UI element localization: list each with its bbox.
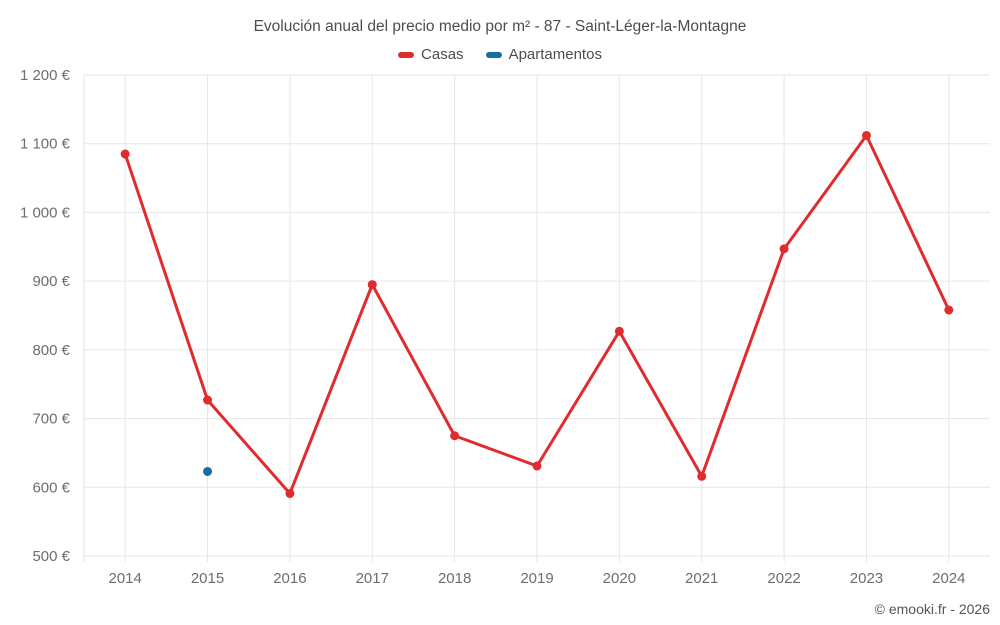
data-point-casas[interactable]: [367, 280, 377, 290]
data-point-casas[interactable]: [120, 149, 130, 159]
x-axis-tick-label: 2022: [767, 570, 800, 587]
chart-title: Evolución anual del precio medio por m² …: [253, 18, 747, 35]
x-axis-tick-label: 2017: [356, 570, 389, 587]
data-point-casas[interactable]: [614, 326, 624, 336]
attribution-text: © emooki.fr - 2026: [874, 601, 990, 617]
legend-label-casas: Casas: [421, 46, 464, 63]
y-axis-tick-label: 900 €: [32, 273, 70, 290]
data-point-casas[interactable]: [697, 471, 707, 481]
y-axis-tick-label: 700 €: [32, 411, 70, 428]
data-point-casas[interactable]: [861, 130, 871, 140]
x-axis-tick-label: 2023: [850, 570, 883, 587]
legend-label-apartamentos: Apartamentos: [508, 46, 602, 63]
data-point-casas[interactable]: [532, 461, 542, 471]
data-point-casas[interactable]: [944, 305, 954, 315]
casas-swatch-icon: [398, 51, 415, 58]
x-axis-tick-label: 2021: [685, 570, 718, 587]
data-point-casas[interactable]: [203, 395, 213, 405]
x-axis-tick-label: 2024: [932, 570, 965, 587]
legend: Casas Apartamentos: [0, 46, 1000, 63]
x-axis-tick-label: 2015: [191, 570, 224, 587]
y-axis-tick-label: 500 €: [32, 548, 70, 565]
data-point-apartamentos[interactable]: [203, 466, 213, 476]
legend-item-apartamentos[interactable]: Apartamentos: [485, 46, 602, 63]
y-axis-tick-label: 1 100 €: [20, 136, 71, 153]
x-axis-tick-label: 2014: [108, 570, 141, 587]
y-axis-tick-label: 1 200 €: [20, 67, 71, 84]
data-point-casas[interactable]: [779, 244, 789, 254]
x-axis-tick-label: 2019: [520, 570, 553, 587]
y-axis-tick-label: 1 000 €: [20, 204, 71, 221]
data-point-casas[interactable]: [450, 431, 460, 441]
x-axis-tick-label: 2020: [603, 570, 636, 587]
data-point-casas[interactable]: [285, 488, 295, 498]
x-axis-tick-label: 2018: [438, 570, 471, 587]
y-axis-tick-label: 800 €: [32, 342, 70, 359]
y-axis-tick-label: 600 €: [32, 479, 70, 496]
legend-item-casas[interactable]: Casas: [398, 46, 464, 63]
x-axis-tick-label: 2016: [273, 570, 306, 587]
apartamentos-swatch-icon: [485, 51, 502, 58]
